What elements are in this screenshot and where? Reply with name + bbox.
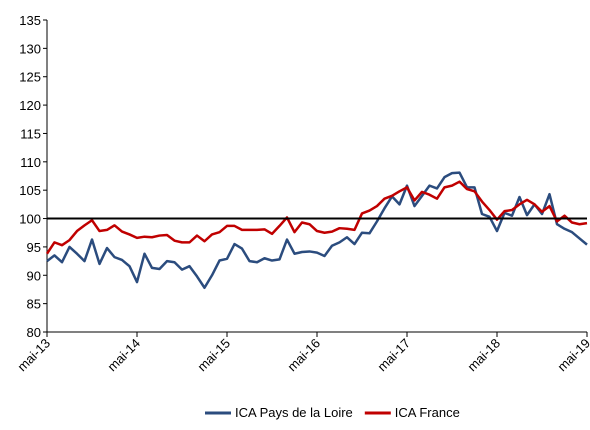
x-tick-label: mai-13 xyxy=(14,336,53,375)
y-tick-label: 85 xyxy=(27,297,41,312)
y-tick-label: 130 xyxy=(19,41,41,56)
series-line xyxy=(45,180,588,255)
legend-label: ICA France xyxy=(395,405,460,420)
y-tick-label: 100 xyxy=(19,212,41,227)
y-tick-label: 95 xyxy=(27,240,41,255)
y-tick-label: 90 xyxy=(27,268,41,283)
x-tick-label: mai-18 xyxy=(464,336,503,375)
x-tick-label: mai-19 xyxy=(554,336,590,375)
y-tick-label: 115 xyxy=(20,126,41,141)
x-tick-label: mai-16 xyxy=(284,336,323,375)
x-tick-label: mai-14 xyxy=(104,336,143,375)
y-tick-label: 135 xyxy=(19,13,41,28)
x-tick-label: mai-15 xyxy=(194,336,233,375)
legend-label: ICA Pays de la Loire xyxy=(235,405,353,420)
x-tick-label: mai-17 xyxy=(374,336,413,375)
y-tick-label: 105 xyxy=(19,183,41,198)
series-line xyxy=(46,171,588,289)
y-tick-label: 125 xyxy=(19,70,41,85)
y-tick-label: 80 xyxy=(27,325,41,340)
y-tick-label: 110 xyxy=(20,155,41,170)
y-tick-label: 120 xyxy=(19,98,41,113)
